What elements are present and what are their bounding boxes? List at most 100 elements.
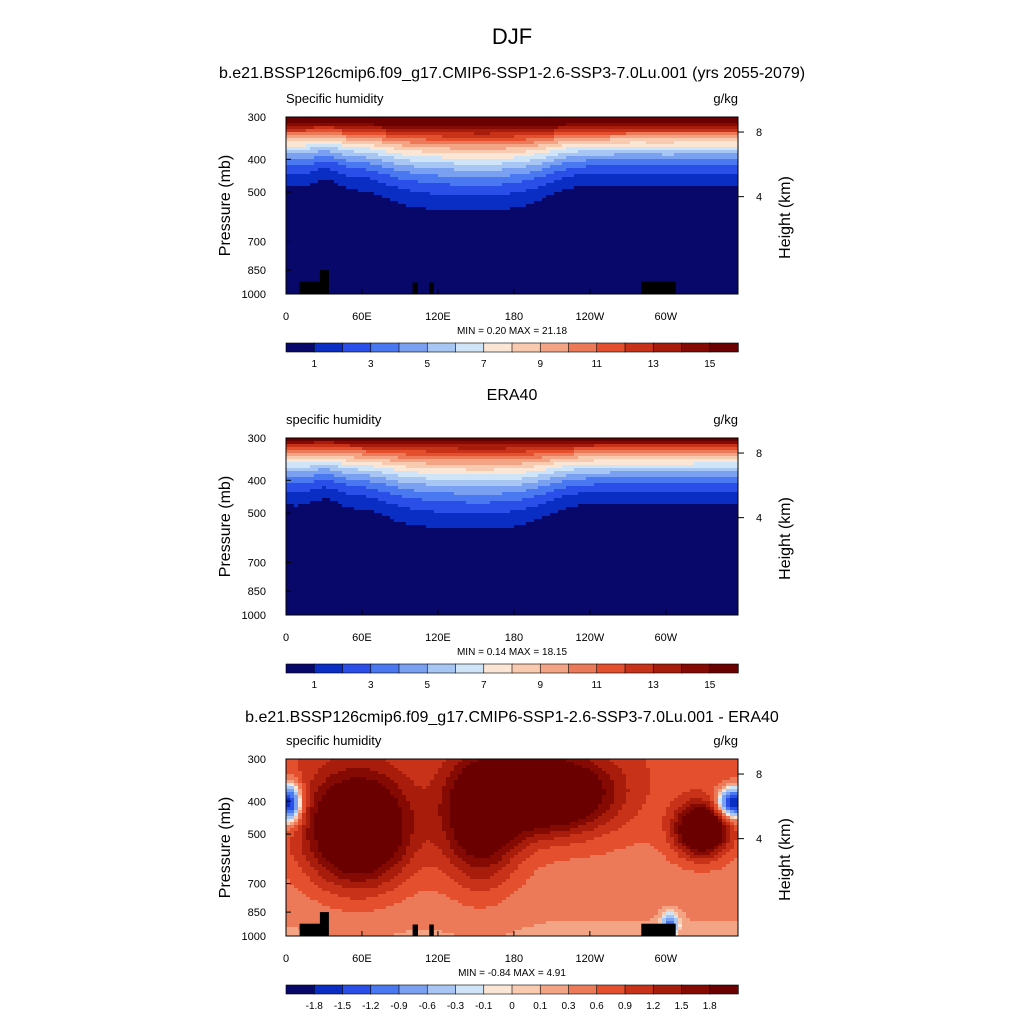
contour-cell (302, 171, 307, 175)
contour-cell (290, 240, 295, 244)
contour-cell (314, 267, 319, 271)
contour-cell (406, 225, 411, 229)
contour-cell (294, 120, 299, 124)
contour-cell (326, 264, 331, 268)
contour-cell (390, 228, 395, 232)
contour-cell (306, 255, 311, 259)
contour-cell (346, 189, 351, 193)
contour-cell (354, 153, 359, 157)
contour-cell (414, 153, 419, 157)
contour-cell (286, 192, 291, 196)
contour-cell (310, 117, 315, 121)
contour-cell (410, 150, 415, 154)
contour-cell (350, 264, 355, 268)
contour-cell (346, 261, 351, 265)
contour-cell (294, 123, 299, 127)
contour-cell (370, 195, 375, 199)
contour-cell (322, 141, 327, 145)
contour-cell (418, 180, 423, 184)
contour-cell (310, 255, 315, 259)
contour-cell (414, 117, 419, 121)
contour-cell (410, 171, 415, 175)
contour-cell (350, 273, 355, 277)
contour-cell (374, 138, 379, 142)
contour-cell (426, 117, 431, 121)
contour-cell (342, 282, 347, 286)
contour-cell (326, 180, 331, 184)
contour-cell (338, 180, 343, 184)
contour-cell (294, 276, 299, 280)
contour-cell (374, 231, 379, 235)
contour-cell (306, 129, 311, 133)
contour-cell (398, 144, 403, 148)
contour-cell (370, 279, 375, 283)
contour-cell (410, 144, 415, 148)
contour-cell (406, 285, 411, 289)
contour-cell (390, 285, 395, 289)
contour-cell (330, 126, 335, 130)
contour-cell (302, 246, 307, 250)
contour-cell (410, 204, 415, 208)
contour-cell (394, 210, 399, 214)
contour-cell (354, 132, 359, 136)
contour-cell (426, 180, 431, 184)
contour-cell (350, 210, 355, 214)
contour-cell (318, 267, 323, 271)
contour-cell (398, 162, 403, 166)
contour-cell (422, 267, 427, 271)
contour-cell (342, 258, 347, 262)
contour-cell (306, 159, 311, 163)
contour-cell (302, 165, 307, 169)
contour-cell (418, 198, 423, 202)
contour-cell (318, 147, 323, 151)
contour-cell (306, 162, 311, 166)
contour-cell (334, 177, 339, 181)
contour-cell (354, 150, 359, 154)
contour-cell (286, 231, 291, 235)
contour-cell (354, 246, 359, 250)
contour-cell (406, 264, 411, 268)
contour-cell (418, 240, 423, 244)
contour-cell (366, 159, 371, 163)
contour-cell (334, 234, 339, 238)
contour-cell (386, 123, 391, 127)
contour-cell (302, 210, 307, 214)
contour-cell (418, 219, 423, 223)
contour-cell (350, 183, 355, 187)
contour-cell (358, 213, 363, 217)
contour-cell (366, 198, 371, 202)
contour-cell (382, 213, 387, 217)
contour-cell (406, 117, 411, 121)
contour-cell (350, 174, 355, 178)
contour-cell (318, 138, 323, 142)
contour-cell (298, 210, 303, 214)
contour-cell (290, 252, 295, 256)
contour-cell (322, 135, 327, 139)
contour-cell (358, 189, 363, 193)
contour-cell (378, 276, 383, 280)
contour-cell (322, 120, 327, 124)
contour-cell (422, 291, 427, 295)
contour-cell (330, 231, 335, 235)
contour-cell (338, 261, 343, 265)
contour-cell (330, 162, 335, 166)
contour-cell (382, 225, 387, 229)
contour-cell (378, 186, 383, 190)
contour-cell (326, 225, 331, 229)
contour-cell (370, 207, 375, 211)
contour-cell (322, 174, 327, 178)
contour-cell (290, 129, 295, 133)
contour-cell (314, 159, 319, 163)
contour-cell (362, 234, 367, 238)
contour-cell (382, 171, 387, 175)
contour-cell (370, 258, 375, 262)
contour-cell (426, 210, 431, 214)
contour-cell (378, 270, 383, 274)
contour-cell (354, 210, 359, 214)
contour-cell (346, 222, 351, 226)
contour-cell (414, 150, 419, 154)
contour-cell (354, 174, 359, 178)
contour-cell (418, 228, 423, 232)
contour-cell (314, 243, 319, 247)
contour-cell (362, 192, 367, 196)
